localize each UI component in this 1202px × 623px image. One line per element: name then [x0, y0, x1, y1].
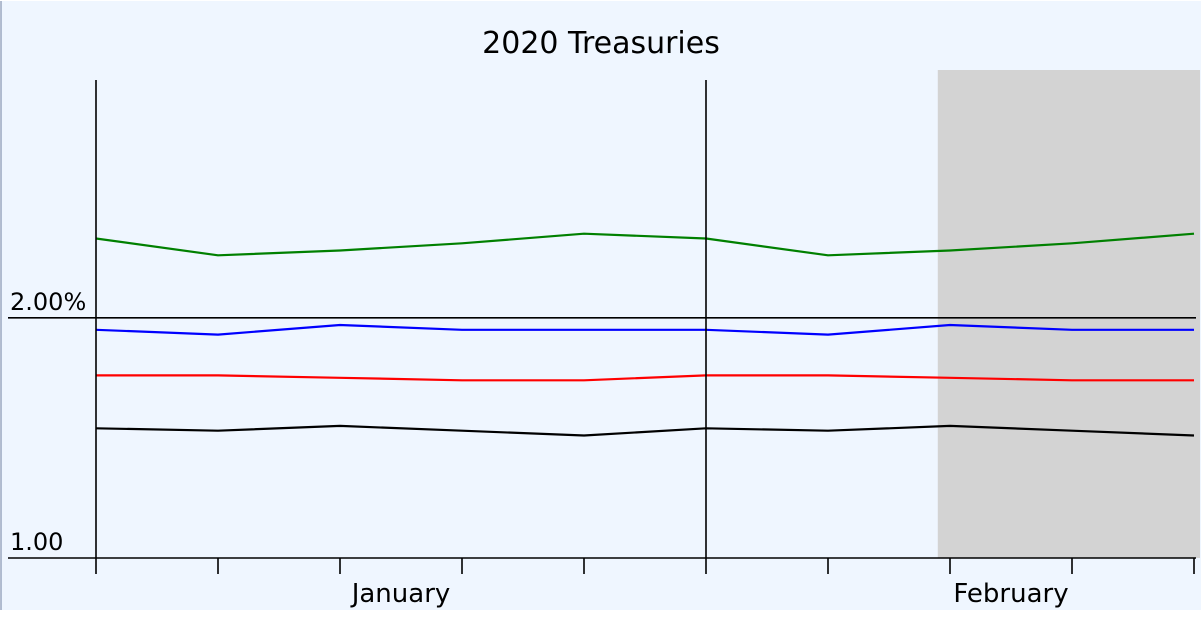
y-tick-label: 2.00%: [10, 288, 86, 316]
x-tick-label: January: [350, 579, 451, 609]
y-tick-label: 1.00: [10, 528, 63, 556]
chart-title: 2020 Treasuries: [482, 26, 720, 61]
highlight-band: [938, 70, 1200, 558]
x-tick-label: February: [953, 579, 1068, 609]
